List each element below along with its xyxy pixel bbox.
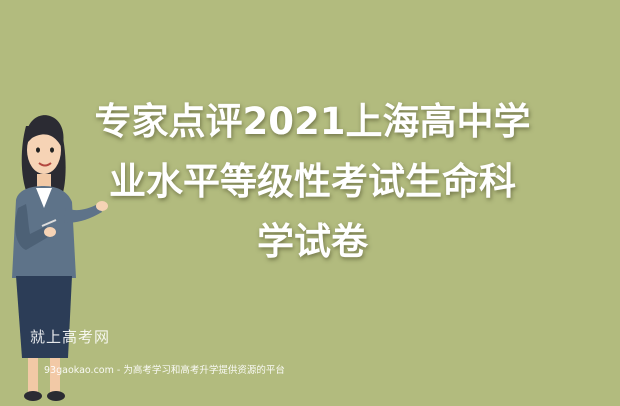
pointing-arm xyxy=(64,204,102,223)
article-title: 专家点评2021上海高中学 业水平等级性考试生命科 学试卷 xyxy=(70,92,555,272)
pen-icon xyxy=(41,219,57,227)
pointing-hand xyxy=(96,201,108,211)
right-shoe xyxy=(47,391,65,401)
left-eye xyxy=(36,147,40,153)
skirt xyxy=(16,276,72,358)
shirt-collar xyxy=(36,188,52,208)
neck xyxy=(37,174,51,190)
presenter-woman-illustration xyxy=(12,115,108,401)
mouth xyxy=(38,162,52,167)
title-line-1: 专家点评2021上海高中学 xyxy=(94,100,531,143)
left-leg xyxy=(28,358,38,392)
site-watermark: 就上高考网 xyxy=(30,328,111,346)
title-line-2: 业水平等级性考试生命科 xyxy=(109,160,516,203)
right-leg xyxy=(50,358,60,392)
hair-top xyxy=(25,115,64,148)
face xyxy=(27,126,61,174)
folded-arm xyxy=(15,204,50,250)
left-shoe xyxy=(24,391,42,401)
left-hand xyxy=(44,227,56,237)
title-line-3: 学试卷 xyxy=(257,220,368,263)
right-eye xyxy=(50,147,54,153)
site-tagline: 93gaokao.com - 为高考学习和高考升学提供资源的平台 xyxy=(44,365,285,376)
